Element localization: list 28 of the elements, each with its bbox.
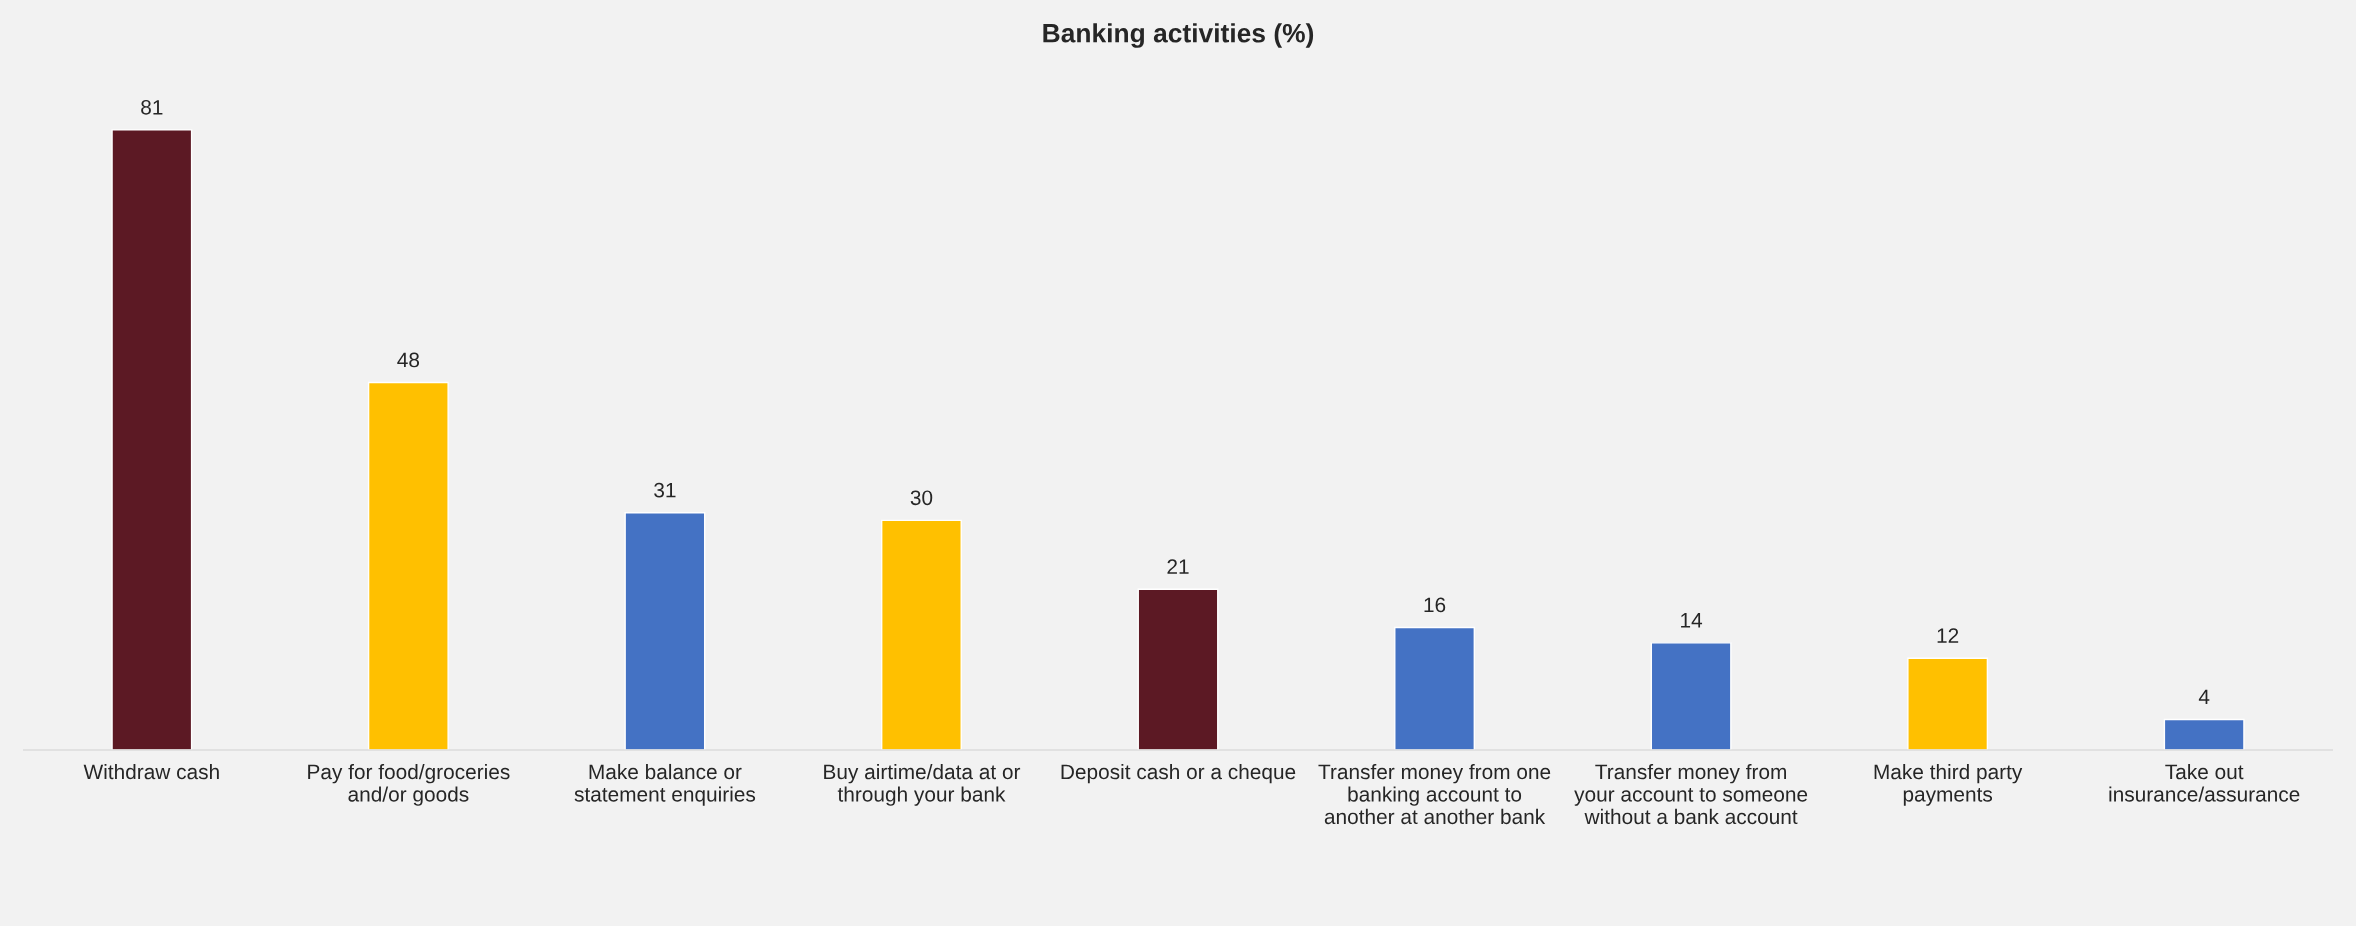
- x-tick-label: Make balance or statement enquiries: [574, 763, 756, 806]
- x-tick-label: Transfer money from your account to someone without a bank account: [1574, 763, 1808, 825]
- x-tick-label: Withdraw cash: [83, 763, 219, 780]
- x-tick-label: Pay for food/groceries and/or goods: [308, 763, 510, 806]
- x-tick-label: Take out insurance/assurance: [2109, 763, 2300, 802]
- x-tick-label: Deposit cash or a cheque: [1061, 763, 1296, 784]
- data-label: 14: [1681, 613, 1703, 628]
- bar: [1650, 642, 1732, 751]
- data-label: 21: [1167, 559, 1189, 574]
- bar: [111, 129, 193, 751]
- x-tick-label: Buy airtime/data at or through your bank: [824, 763, 1021, 806]
- data-label: 16: [1424, 597, 1446, 613]
- bar: [1137, 588, 1219, 751]
- data-label: 4: [2198, 689, 2210, 704]
- bar: [624, 512, 706, 751]
- x-tick-label: Make third party payments: [1874, 763, 2023, 806]
- bar: [367, 381, 449, 751]
- data-label: 48: [397, 352, 420, 368]
- bar: [2163, 718, 2245, 751]
- data-label: 30: [910, 490, 933, 506]
- x-tick-label: Transfer money from one banking account to another at another bank: [1318, 763, 1551, 825]
- data-label: 12: [1937, 628, 1959, 643]
- data-label: 81: [141, 99, 163, 115]
- bar: [880, 519, 962, 751]
- bar: [1394, 626, 1476, 751]
- data-label: 31: [654, 482, 676, 498]
- bar: [1907, 657, 1989, 751]
- chart-title: Banking activities (%): [1043, 23, 1314, 48]
